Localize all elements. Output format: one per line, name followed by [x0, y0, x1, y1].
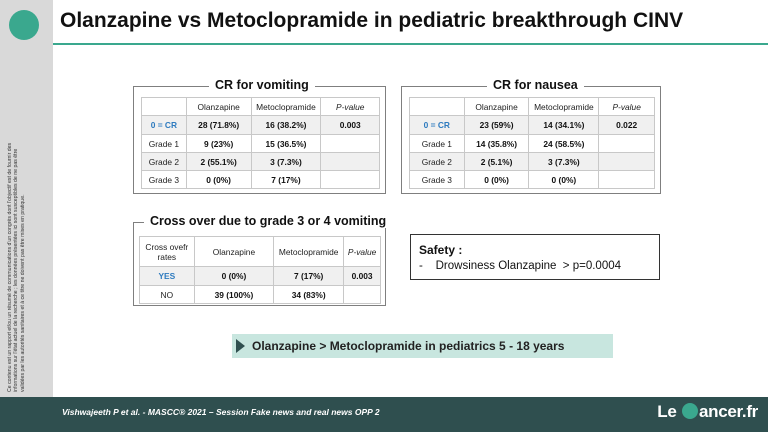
footer-citation: Vishwajeeth P et al. - MASCC® 2021 – Ses… [62, 407, 380, 417]
conclusion-text: Olanzapine > Metoclopramide in pediatric… [252, 339, 565, 353]
table-row: Grade 3 0 (0%) 7 (17%) [141, 170, 380, 189]
header-metoclopramide: Metoclopramide [250, 97, 322, 116]
olanzapine-value: 9 (23%) [185, 134, 252, 153]
table-row: 0 = CR 23 (59%) 14 (34.1%) 0.022 [409, 115, 655, 135]
table-row: Grade 2 2 (55.1%) 3 (7.3%) [141, 152, 380, 171]
nausea-table: Olanzapine Metoclopramide P-value 0 = CR… [409, 97, 655, 189]
header-metoclopramide: Metoclopramide [528, 97, 600, 116]
metoclopramide-value: 3 (7.3%) [250, 152, 322, 171]
metoclopramide-value: 34 (83%) [273, 285, 345, 304]
vomiting-panel: CR for vomiting Olanzapine Metoclopramid… [133, 78, 386, 194]
olanzapine-value: 0 (0%) [463, 170, 530, 189]
table-row: Grade 3 0 (0%) 0 (0%) [409, 170, 655, 189]
pvalue [598, 170, 655, 189]
pvalue [320, 152, 380, 171]
disclaimer-text: Ce contenu est un rapport et/ou un résum… [7, 142, 26, 392]
olanzapine-value: 14 (35.8%) [463, 134, 530, 153]
olanzapine-value: 39 (100%) [193, 285, 275, 304]
row-label: Grade 3 [409, 170, 465, 189]
pvalue [598, 152, 655, 171]
pvalue [343, 285, 381, 304]
metoclopramide-value: 16 (38.2%) [250, 115, 322, 135]
pvalue [320, 134, 380, 153]
olanzapine-value: 28 (71.8%) [185, 115, 252, 135]
pvalue: 0.003 [320, 115, 380, 135]
olanzapine-value: 2 (5.1%) [463, 152, 530, 171]
left-sidebar: Ce contenu est un rapport et/ou un résum… [0, 0, 53, 397]
table-row: 0 = CR 28 (71.8%) 16 (38.2%) 0.003 [141, 115, 380, 135]
header-olanzapine: Olanzapine [463, 97, 530, 116]
header-olanzapine: Olanzapine [185, 97, 252, 116]
brand-left: Le [657, 402, 681, 421]
pvalue [320, 170, 380, 189]
metoclopramide-value: 7 (17%) [250, 170, 322, 189]
crossover-corner-label: Cross ovefr rates [139, 236, 195, 267]
pvalue [598, 134, 655, 153]
crossover-panel-title: Cross over due to grade 3 or 4 vomiting [144, 214, 393, 228]
table-row: Grade 2 2 (5.1%) 3 (7.3%) [409, 152, 655, 171]
olanzapine-value: 0 (0%) [193, 266, 275, 286]
crossover-panel: Cross over due to grade 3 or 4 vomiting … [133, 214, 393, 306]
metoclopramide-value: 24 (58.5%) [528, 134, 600, 153]
row-label: YES [139, 266, 195, 286]
header-pvalue: P-value [598, 97, 655, 116]
crossover-table: Cross ovefr rates Olanzapine Metoclopram… [139, 236, 381, 304]
footer-bar: Vishwajeeth P et al. - MASCC® 2021 – Ses… [0, 397, 768, 432]
slide-title: Olanzapine vs Metoclopramide in pediatri… [60, 9, 684, 32]
metoclopramide-value: 0 (0%) [528, 170, 600, 189]
nausea-panel-title: CR for nausea [487, 78, 584, 92]
pvalue: 0.022 [598, 115, 655, 135]
olanzapine-value: 0 (0%) [185, 170, 252, 189]
table-row: YES 0 (0%) 7 (17%) 0.003 [139, 266, 381, 286]
header-metoclopramide: Metoclopramide [273, 236, 345, 267]
row-label: Grade 1 [409, 134, 465, 153]
brand-c-icon [681, 403, 698, 419]
safety-title: Safety : [419, 243, 463, 257]
table-row: Grade 1 9 (23%) 15 (36.5%) [141, 134, 380, 153]
row-label: 0 = CR [409, 115, 465, 135]
pvalue: 0.003 [343, 266, 381, 286]
vomiting-table: Olanzapine Metoclopramide P-value 0 = CR… [141, 97, 380, 189]
safety-box: Safety : - Drowsiness Olanzapine > p=0.0… [410, 234, 660, 280]
olanzapine-value: 2 (55.1%) [185, 152, 252, 171]
chevron-right-icon [236, 339, 245, 353]
corner-cell [409, 97, 465, 116]
safety-item: - Drowsiness Olanzapine > p=0.0004 [419, 260, 622, 272]
title-divider [53, 43, 768, 45]
header-pvalue: P-value [343, 236, 381, 267]
brand-logo: Le ancer.fr [657, 402, 758, 422]
header-pvalue: P-value [320, 97, 380, 116]
row-label: Grade 3 [141, 170, 187, 189]
metoclopramide-value: 15 (36.5%) [250, 134, 322, 153]
row-label: Grade 2 [409, 152, 465, 171]
row-label: NO [139, 285, 195, 304]
metoclopramide-value: 3 (7.3%) [528, 152, 600, 171]
nausea-panel: CR for nausea Olanzapine Metoclopramide … [401, 78, 661, 194]
conclusion-banner: Olanzapine > Metoclopramide in pediatric… [232, 334, 613, 358]
olanzapine-value: 23 (59%) [463, 115, 530, 135]
brand-right: ancer.fr [698, 402, 758, 421]
metoclopramide-value: 7 (17%) [273, 266, 345, 286]
row-label: 0 = CR [141, 115, 187, 135]
header-olanzapine: Olanzapine [193, 236, 275, 267]
vomiting-panel-title: CR for vomiting [209, 78, 315, 92]
row-label: Grade 2 [141, 152, 187, 171]
table-row: NO 39 (100%) 34 (83%) [139, 285, 381, 304]
metoclopramide-value: 14 (34.1%) [528, 115, 600, 135]
row-label: Grade 1 [141, 134, 187, 153]
corner-cell [141, 97, 187, 116]
table-row: Grade 1 14 (35.8%) 24 (58.5%) [409, 134, 655, 153]
logo-circle-icon [9, 10, 39, 40]
